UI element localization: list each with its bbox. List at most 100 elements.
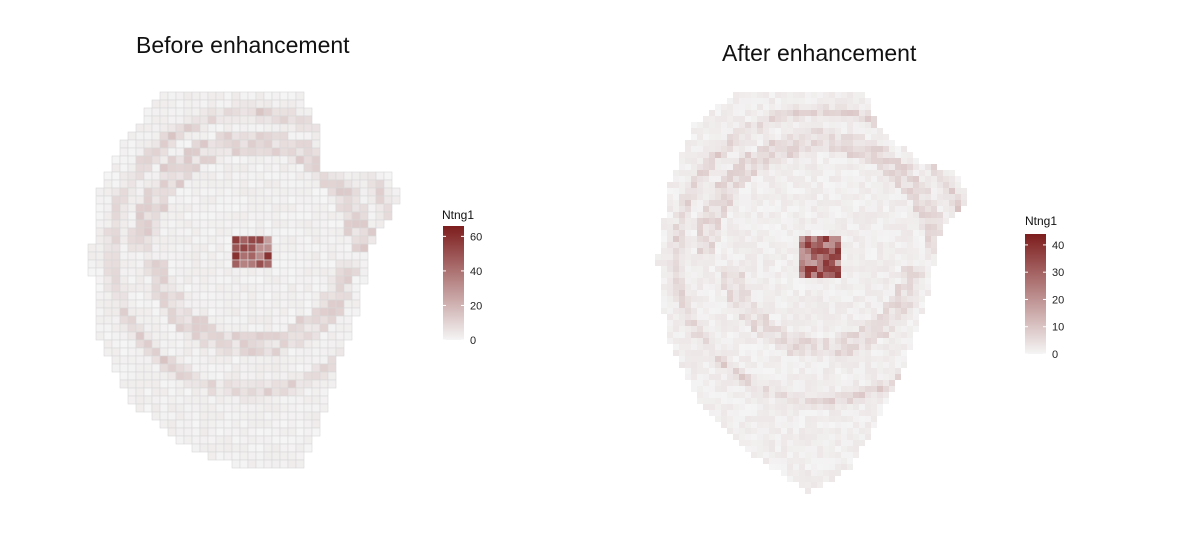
heatmap-tile <box>745 110 751 116</box>
heatmap-tile <box>847 134 853 140</box>
heatmap-tile <box>151 307 161 317</box>
heatmap-tile <box>835 206 841 212</box>
heatmap-tile <box>817 230 823 236</box>
heatmap-tile <box>661 230 667 236</box>
heatmap-tile <box>679 344 685 350</box>
heatmap-tile <box>103 171 113 181</box>
heatmap-tile <box>263 299 273 309</box>
heatmap-tile <box>239 203 249 213</box>
heatmap-tile <box>799 476 805 482</box>
heatmap-tile <box>167 107 177 117</box>
heatmap-tile <box>817 218 823 224</box>
heatmap-tile <box>95 251 105 261</box>
heatmap-tile <box>751 128 757 134</box>
heatmap-tile <box>263 91 273 101</box>
heatmap-tile <box>255 347 265 357</box>
heatmap-tile <box>343 235 353 245</box>
heatmap-tile <box>183 163 193 173</box>
heatmap-tile <box>697 296 703 302</box>
heatmap-tile <box>223 403 233 413</box>
heatmap-tile <box>835 266 841 272</box>
heatmap-tile <box>757 122 763 128</box>
heatmap-tile <box>847 296 853 302</box>
heatmap-tile <box>255 195 265 205</box>
heatmap-tile <box>247 451 257 461</box>
heatmap-tile <box>793 128 799 134</box>
heatmap-tile <box>739 248 745 254</box>
heatmap-tile <box>127 339 137 349</box>
heatmap-tile <box>127 283 137 293</box>
heatmap-tile <box>295 259 305 269</box>
heatmap-tile <box>703 284 709 290</box>
heatmap-tile <box>127 379 137 389</box>
heatmap-tile <box>733 320 739 326</box>
heatmap-tile <box>823 236 829 242</box>
heatmap-tile <box>817 350 823 356</box>
heatmap-tile <box>175 107 185 117</box>
heatmap-tile <box>279 411 289 421</box>
heatmap-tile <box>733 110 739 116</box>
heatmap-tile <box>679 200 685 206</box>
heatmap-tile <box>247 91 257 101</box>
heatmap-tile <box>271 339 281 349</box>
heatmap-tile <box>239 379 249 389</box>
heatmap-tile <box>895 320 901 326</box>
heatmap-tile <box>733 212 739 218</box>
heatmap-tile <box>883 350 889 356</box>
heatmap-tile <box>709 356 715 362</box>
heatmap-tile <box>151 395 161 405</box>
heatmap-tile <box>703 158 709 164</box>
heatmap-tile <box>247 443 257 453</box>
heatmap-tile <box>303 443 313 453</box>
heatmap-tile <box>739 392 745 398</box>
heatmap-tile <box>787 422 793 428</box>
heatmap-tile <box>841 212 847 218</box>
heatmap-tile <box>673 242 679 248</box>
heatmap-tile <box>263 99 273 109</box>
heatmap-tile <box>727 242 733 248</box>
heatmap-tile <box>889 164 895 170</box>
heatmap-tile <box>263 139 273 149</box>
heatmap-tile <box>359 203 369 213</box>
heatmap-tile <box>319 259 329 269</box>
heatmap-tile <box>757 212 763 218</box>
heatmap-tile <box>697 170 703 176</box>
heatmap-tile <box>709 314 715 320</box>
heatmap-tile <box>757 428 763 434</box>
heatmap-tile <box>787 92 793 98</box>
heatmap-tile <box>823 206 829 212</box>
heatmap-tile <box>751 350 757 356</box>
heatmap-tile <box>255 339 265 349</box>
heatmap-tile <box>787 410 793 416</box>
heatmap-tile <box>853 122 859 128</box>
heatmap-tile <box>685 272 691 278</box>
heatmap-tile <box>859 368 865 374</box>
heatmap-tile <box>829 224 835 230</box>
heatmap-tile <box>847 110 853 116</box>
heatmap-tile <box>135 275 145 285</box>
heatmap-tile <box>871 128 877 134</box>
heatmap-tile <box>871 116 877 122</box>
heatmap-tile <box>829 218 835 224</box>
heatmap-tile <box>135 267 145 277</box>
heatmap-tile <box>159 323 169 333</box>
heatmap-tile <box>239 387 249 397</box>
heatmap-tile <box>943 176 949 182</box>
heatmap-tile <box>303 139 313 149</box>
heatmap-tile <box>907 290 913 296</box>
heatmap-tile <box>199 435 209 445</box>
heatmap-tile <box>303 323 313 333</box>
heatmap-tile <box>673 350 679 356</box>
heatmap-tile <box>793 218 799 224</box>
heatmap-tile <box>715 128 721 134</box>
heatmap-tile <box>895 182 901 188</box>
heatmap-tile <box>763 374 769 380</box>
heatmap-tile <box>247 363 257 373</box>
heatmap-tile <box>311 291 321 301</box>
heatmap-tile <box>769 368 775 374</box>
heatmap-tile <box>775 296 781 302</box>
heatmap-tile <box>775 320 781 326</box>
heatmap-tile <box>247 163 257 173</box>
heatmap-tile <box>727 170 733 176</box>
heatmap-tile <box>859 326 865 332</box>
